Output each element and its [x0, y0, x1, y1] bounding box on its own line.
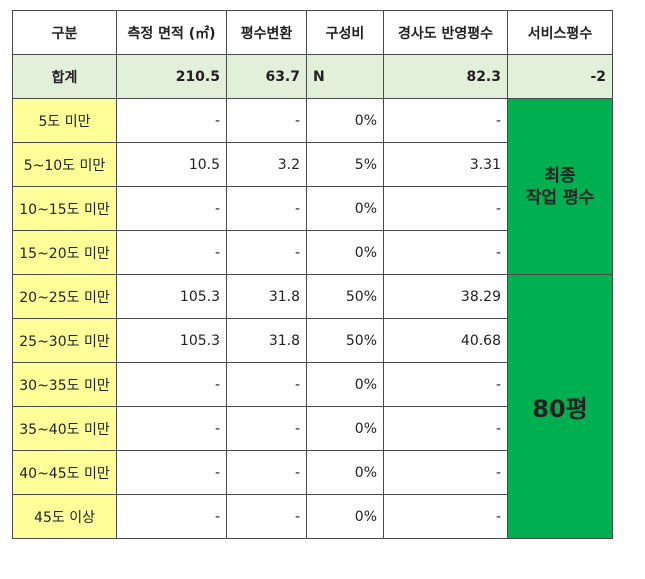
row-ratio[interactable]: 0% — [306, 98, 384, 143]
row-pyeong[interactable]: - — [226, 362, 307, 407]
row-slope-pyeong[interactable]: - — [383, 362, 508, 407]
row-ratio[interactable]: 0% — [306, 494, 384, 539]
row-area[interactable]: 105.3 — [116, 274, 227, 319]
table-row: 5도 미만 - -0% - 최종 작업 평수 — [12, 98, 613, 275]
row-pyeong[interactable]: - — [226, 230, 307, 275]
final-label-line2: 작업 평수 — [525, 187, 595, 208]
row-label[interactable]: 45도 이상 — [12, 494, 117, 539]
row-area[interactable]: - — [116, 494, 227, 539]
row-slope-pyeong[interactable]: - — [383, 98, 508, 143]
row-label[interactable]: 25~30도 미만 — [12, 318, 117, 363]
row-slope-pyeong[interactable]: - — [383, 406, 508, 451]
row-label[interactable]: 35~40도 미만 — [12, 406, 117, 451]
row-area[interactable]: - — [116, 230, 227, 275]
table-row: 35~40도 미만 - -0% - — [12, 406, 613, 451]
row-pyeong[interactable]: - — [226, 450, 307, 495]
header-service-pyeong[interactable]: 서비스평수 — [507, 10, 613, 55]
final-label-line1: 최종 — [544, 165, 576, 186]
row-slope-pyeong[interactable]: - — [383, 450, 508, 495]
total-slope-pyeong[interactable]: 82.3 — [383, 54, 508, 99]
row-area[interactable]: - — [116, 98, 227, 143]
slope-area-table: 구분 측정 면적 (㎡) 평수변환 구성비 경사도 반영평수 서비스평수 합계 … — [12, 10, 613, 539]
row-label[interactable]: 20~25도 미만 — [12, 274, 117, 319]
row-ratio[interactable]: 0% — [306, 362, 384, 407]
total-ratio[interactable]: N — [306, 54, 384, 99]
row-area[interactable]: - — [116, 450, 227, 495]
table-row: 20~25도 미만 105.3 31.8 50% 38.29 80평 — [12, 274, 613, 539]
row-label[interactable]: 10~15도 미만 — [12, 186, 117, 231]
table-row: 5~10도 미만 10.5 3.2 5% 3.31 — [12, 142, 613, 187]
row-area[interactable]: 10.5 — [116, 142, 227, 187]
row-pyeong[interactable]: 31.8 — [226, 318, 307, 363]
total-row: 합계 210.5 63.7 N 82.3 -2 — [12, 54, 613, 99]
row-pyeong[interactable]: - — [226, 186, 307, 231]
row-slope-pyeong[interactable]: - — [383, 186, 508, 231]
header-ratio[interactable]: 구성비 — [306, 10, 384, 55]
row-area[interactable]: 105.3 — [116, 318, 227, 363]
header-area[interactable]: 측정 면적 (㎡) — [116, 10, 227, 55]
service-amount-cell[interactable]: 80평 — [507, 274, 613, 539]
header-slope-pyeong[interactable]: 경사도 반영평수 — [383, 10, 508, 55]
row-ratio[interactable]: 5% — [306, 142, 384, 187]
row-area[interactable]: - — [116, 406, 227, 451]
header-row: 구분 측정 면적 (㎡) 평수변환 구성비 경사도 반영평수 서비스평수 — [12, 10, 613, 55]
row-label[interactable]: 5~10도 미만 — [12, 142, 117, 187]
row-pyeong[interactable]: - — [226, 406, 307, 451]
row-label[interactable]: 5도 미만 — [12, 98, 117, 143]
table-row: 15~20도 미만 - -0% - — [12, 230, 613, 275]
total-area[interactable]: 210.5 — [116, 54, 227, 99]
row-slope-pyeong[interactable]: 3.31 — [383, 142, 508, 187]
final-work-pyeong-cell[interactable]: 최종 작업 평수 — [507, 98, 613, 275]
row-label[interactable]: 15~20도 미만 — [12, 230, 117, 275]
total-pyeong[interactable]: 63.7 — [226, 54, 307, 99]
row-ratio[interactable]: 0% — [306, 406, 384, 451]
row-slope-pyeong[interactable]: - — [383, 494, 508, 539]
row-ratio[interactable]: 50% — [306, 274, 384, 319]
row-pyeong[interactable]: - — [226, 494, 307, 539]
row-ratio[interactable]: 0% — [306, 230, 384, 275]
row-label[interactable]: 40~45도 미만 — [12, 450, 117, 495]
row-slope-pyeong[interactable]: 40.68 — [383, 318, 508, 363]
row-area[interactable]: - — [116, 362, 227, 407]
total-label[interactable]: 합계 — [12, 54, 117, 99]
row-label[interactable]: 30~35도 미만 — [12, 362, 117, 407]
table-row: 45도 이상 - -0% - — [12, 494, 613, 539]
row-slope-pyeong[interactable]: - — [383, 230, 508, 275]
row-ratio[interactable]: 0% — [306, 450, 384, 495]
row-area[interactable]: - — [116, 186, 227, 231]
header-category[interactable]: 구분 — [12, 10, 117, 55]
row-pyeong[interactable]: 31.8 — [226, 274, 307, 319]
row-ratio[interactable]: 50% — [306, 318, 384, 363]
row-ratio[interactable]: 0% — [306, 186, 384, 231]
row-pyeong[interactable]: - — [226, 98, 307, 143]
row-pyeong[interactable]: 3.2 — [226, 142, 307, 187]
table-row: 40~45도 미만 - -0% - — [12, 450, 613, 495]
table-row: 10~15도 미만 - -0% - — [12, 186, 613, 231]
row-slope-pyeong[interactable]: 38.29 — [383, 274, 508, 319]
total-service-pyeong[interactable]: -2 — [507, 54, 613, 99]
header-pyeong[interactable]: 평수변환 — [226, 10, 307, 55]
